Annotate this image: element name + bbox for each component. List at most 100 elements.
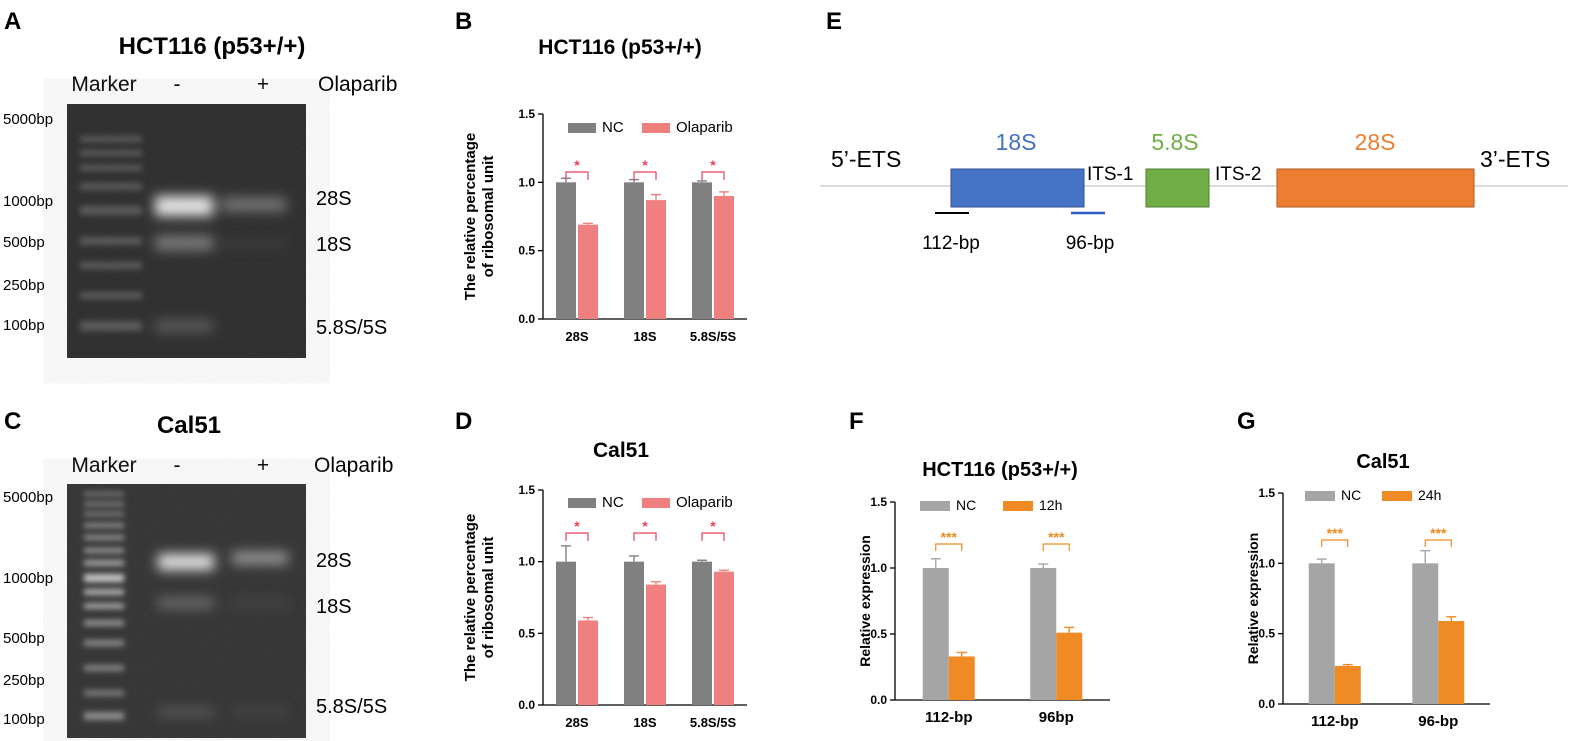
bar: [556, 182, 576, 319]
legend-swatch: [1305, 491, 1335, 501]
significance-mark: *: [642, 157, 648, 173]
gel-a-ladder-bands: [80, 136, 142, 331]
gel-a-ladder-100: 100bp: [3, 317, 45, 334]
significance-bracket: [1321, 539, 1349, 547]
gel-c-ladder-bands: [84, 492, 124, 720]
x-tick-label: 96-bp: [1418, 713, 1458, 730]
panel-letter-f: F: [849, 408, 864, 435]
gel-a-ladder-250: 250bp: [3, 277, 45, 294]
y-tick-label: 0.5: [870, 627, 887, 641]
x-tick-label: 112-bp: [925, 709, 973, 726]
gel-c-ladder-250: 250bp: [3, 672, 45, 689]
gel-c-ladder-100: 100bp: [3, 711, 45, 728]
bar: [1056, 632, 1083, 700]
panel-letter-c: C: [4, 408, 21, 435]
y-tick-label: 1.5: [518, 107, 535, 121]
legend-label: NC: [956, 497, 976, 513]
legend-label: NC: [1341, 487, 1361, 503]
y-axis-label: of ribosomal unit: [480, 537, 497, 659]
y-axis-label: Relative expression: [1245, 533, 1261, 665]
x-tick-label: 5.8S/5S: [690, 329, 737, 344]
panel-letter-a: A: [4, 8, 21, 35]
gel-a-band-5-8s: 5.8S/5S: [316, 317, 387, 339]
significance-bracket: [633, 171, 657, 180]
bar: [578, 620, 598, 705]
legend-swatch: [568, 498, 596, 508]
legend-swatch: [1382, 491, 1412, 501]
significance-mark: *: [710, 518, 716, 534]
chart-title: HCT116 (p53+/+): [922, 459, 1078, 481]
bar: [1438, 621, 1465, 704]
gel-c-band-28s: 28S: [316, 550, 352, 572]
significance-mark: *: [642, 518, 648, 534]
legend-swatch: [642, 123, 670, 133]
legend-label: 24h: [1418, 487, 1441, 503]
chart-title: HCT116 (p53+/+): [538, 36, 701, 59]
gel-a-noise: [67, 104, 306, 358]
y-tick-label: 0.0: [518, 698, 535, 712]
x-tick-label: 18S: [633, 329, 656, 344]
legend-label: NC: [602, 119, 624, 136]
gel-a-plus-label: +: [257, 73, 269, 96]
segment-5-8s: [1145, 168, 1210, 208]
x-tick-label: 96bp: [1039, 709, 1074, 726]
y-tick-label: 0.0: [518, 312, 535, 326]
y-tick-label: 1.0: [518, 175, 535, 189]
bar: [714, 571, 734, 705]
bar: [1308, 563, 1335, 704]
gel-c-band-5-8s: 5.8S/5S: [316, 696, 387, 718]
legend-swatch: [1003, 501, 1033, 511]
bar: [1334, 666, 1361, 704]
label-112-bp: 112-bp: [922, 233, 980, 254]
y-tick-label: 1.5: [870, 495, 887, 509]
segment-28s: [1276, 168, 1475, 208]
bar: [646, 200, 666, 319]
gel-c-plus-label: +: [257, 454, 269, 477]
gel-c-sample-bands: [158, 552, 288, 716]
gel-a-title: HCT116 (p53+/+): [119, 33, 306, 60]
bar-chart-f: HCT116 (p53+/+) 0.0 0.5 1.0 1.5 Relative expr…: [857, 459, 1110, 726]
significance-bracket: [1042, 543, 1070, 551]
y-axis-label: The relative percentage: [462, 514, 479, 682]
y-tick-label: 1.0: [518, 555, 535, 569]
significance-bracket: [565, 171, 589, 180]
y-tick-label: 0.0: [1258, 697, 1275, 711]
y-tick-label: 0.5: [1258, 627, 1275, 641]
significance-bracket: [633, 532, 657, 541]
gel-a-minus-label: -: [174, 73, 181, 96]
x-tick-label: 5.8S/5S: [690, 715, 737, 730]
gel-a-sample-bands: [155, 196, 286, 332]
legend-swatch: [920, 501, 950, 511]
significance-bracket: [701, 532, 725, 541]
gel-a-drug-label: Olaparib: [318, 73, 397, 96]
gel-c-minus-label: -: [174, 454, 181, 477]
gel-panel-c: Cal51 Marker - + Olaparib 5000bp 1000bp …: [3, 412, 393, 738]
gel-a-band-28s: 28S: [316, 188, 352, 210]
bar: [1412, 563, 1439, 704]
gel-c-band-18s: 18S: [316, 596, 352, 618]
gel-c-title: Cal51: [157, 412, 221, 439]
legend-label: 12h: [1039, 497, 1062, 513]
panel-letter-d: D: [455, 408, 472, 435]
panel-letter-b: B: [455, 8, 472, 35]
significance-bracket: [701, 171, 725, 180]
significance-mark: ***: [1430, 525, 1447, 541]
gel-a-marker-label: Marker: [71, 73, 136, 96]
gel-c-noise: [67, 484, 306, 738]
significance-mark: *: [574, 518, 580, 534]
significance-mark: *: [710, 157, 716, 173]
chart-title: Cal51: [1356, 451, 1409, 473]
bar: [646, 584, 666, 705]
gel-a-band-18s: 18S: [316, 234, 352, 256]
bar: [1030, 568, 1057, 700]
label-5-ets: 5’-ETS: [831, 146, 901, 172]
bar: [922, 568, 949, 700]
panel-letter-e: E: [826, 8, 842, 35]
label-28s: 28S: [1355, 129, 1396, 155]
bar: [578, 224, 598, 319]
legend-label: NC: [602, 494, 624, 511]
x-tick-label: 18S: [633, 715, 656, 730]
bar-chart-b: HCT116 (p53+/+) 0.0 0.5 1.0 1.5 The relative …: [462, 36, 747, 344]
y-tick-label: 1.5: [518, 483, 535, 497]
